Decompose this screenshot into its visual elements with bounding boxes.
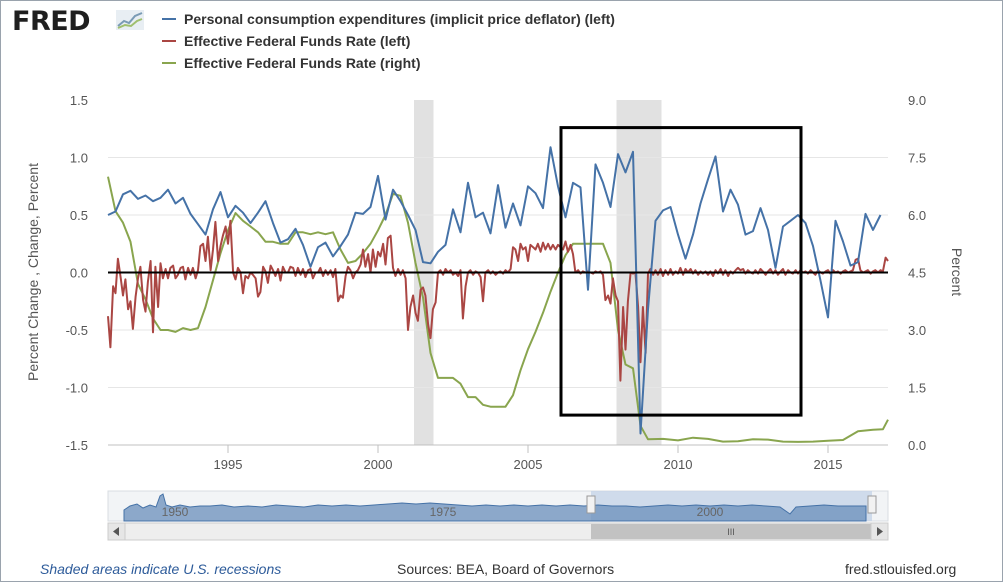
site-link[interactable]: fred.stlouisfed.org	[845, 561, 957, 577]
chart-legend: Personal consumption expenditures (impli…	[162, 8, 615, 74]
y-tick-label-left: 0.0	[70, 266, 88, 281]
navigator-tick-label: 1975	[430, 505, 457, 519]
y-tick-label-right: 3.0	[908, 323, 926, 338]
y-tick-label-right: 7.5	[908, 151, 926, 166]
series-line-0[interactable]	[107, 146, 882, 435]
legend-swatch-fedfunds-right	[162, 62, 176, 64]
x-tick-label: 2000	[364, 457, 393, 472]
y-tick-label-right: 1.5	[908, 381, 926, 396]
axes: 1.5 9.0 1.0 7.5 0.5 6.0 0.0 4.5 -0.5 3.0 -1.0 1.5 -1…	[66, 93, 926, 472]
y-tick-label-left: -0.5	[66, 323, 88, 338]
navigator-series-area	[123, 493, 867, 522]
navigator-tick-label: 1950	[162, 505, 189, 519]
legend-item-fedfunds-left[interactable]: Effective Federal Funds Rate (left)	[162, 30, 615, 52]
navigator-handle-right[interactable]	[867, 495, 877, 514]
scrollbar[interactable]: III	[107, 522, 889, 541]
scrollbar-thumb[interactable]	[591, 524, 872, 539]
y-tick-label-left: 0.5	[70, 208, 88, 223]
y-tick-label-right: 4.5	[908, 266, 926, 281]
chart-line-icon	[116, 10, 144, 30]
highlight-box	[559, 126, 803, 417]
legend-swatch-pce	[162, 18, 176, 20]
y-tick-label-left: -1.0	[66, 381, 88, 396]
navigator-handle-left[interactable]	[586, 495, 596, 514]
y-tick-label-right: 6.0	[908, 208, 926, 223]
x-tick-label: 2005	[514, 457, 543, 472]
legend-item-pce[interactable]: Personal consumption expenditures (impli…	[162, 8, 615, 30]
y-tick-label-left: 1.0	[70, 151, 88, 166]
y-axis-right-title: Percent	[949, 248, 965, 296]
sources-text: Sources: BEA, Board of Governors	[397, 561, 615, 577]
x-tick-label: 1995	[214, 457, 243, 472]
y-tick-label-right: 0.0	[908, 438, 926, 453]
scrollbar-grip: III	[727, 527, 735, 537]
recession-note: Shaded areas indicate U.S. recessions	[40, 561, 282, 577]
legend-label-fedfunds-left: Effective Federal Funds Rate (left)	[184, 33, 411, 49]
legend-label-fedfunds-right: Effective Federal Funds Rate (right)	[184, 55, 421, 71]
y-tick-label-right: 9.0	[908, 93, 926, 108]
fred-logo[interactable]: FRED	[12, 6, 91, 37]
x-tick-label: 2015	[814, 457, 843, 472]
navigator-tick-label: 2000	[697, 505, 724, 519]
y-tick-label-left: -1.5	[66, 438, 88, 453]
arrow-left-icon	[113, 527, 119, 536]
legend-swatch-fedfunds-left	[162, 40, 176, 42]
legend-label-pce: Personal consumption expenditures (impli…	[184, 11, 615, 27]
y-tick-label-left: 1.5	[70, 93, 88, 108]
navigator[interactable]: 1950 1975 2000	[107, 490, 889, 522]
y-axis-left-title: Percent Change , Change, Percent	[25, 163, 41, 381]
arrow-right-icon	[877, 527, 883, 536]
legend-item-fedfunds-right[interactable]: Effective Federal Funds Rate (right)	[162, 52, 615, 74]
x-tick-label: 2010	[664, 457, 693, 472]
annotations	[108, 126, 888, 417]
